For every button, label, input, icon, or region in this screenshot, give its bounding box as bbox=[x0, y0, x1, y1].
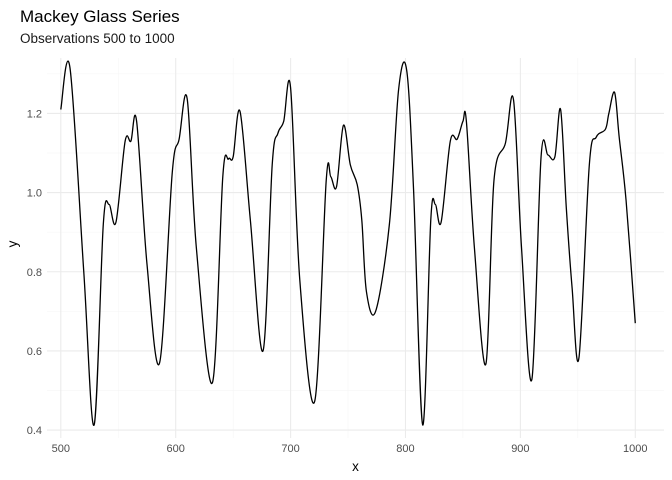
y-tick-label: 0.6 bbox=[27, 346, 42, 358]
x-tick-label: 900 bbox=[511, 443, 529, 455]
y-tick-label: 1.0 bbox=[27, 188, 42, 200]
y-tick-label: 0.8 bbox=[27, 267, 42, 279]
y-tick-label: 0.4 bbox=[27, 425, 42, 437]
y-axis-title: y bbox=[5, 240, 20, 247]
chart-title: Mackey Glass Series bbox=[20, 7, 180, 26]
tick-labels: 500 600 700 800 900 1000 0.4 0.6 0.8 1.0 1.2 bbox=[27, 108, 648, 455]
chart-subtitle: Observations 500 to 1000 bbox=[20, 31, 175, 46]
x-tick-label: 500 bbox=[52, 443, 70, 455]
x-axis-title: x bbox=[352, 459, 359, 474]
grid bbox=[47, 58, 664, 438]
series-line bbox=[60, 60, 636, 426]
x-tick-label: 600 bbox=[167, 443, 185, 455]
x-tick-label: 700 bbox=[281, 443, 299, 455]
y-tick-label: 1.2 bbox=[27, 108, 42, 120]
x-tick-label: 1000 bbox=[623, 443, 647, 455]
x-tick-label: 800 bbox=[396, 443, 414, 455]
